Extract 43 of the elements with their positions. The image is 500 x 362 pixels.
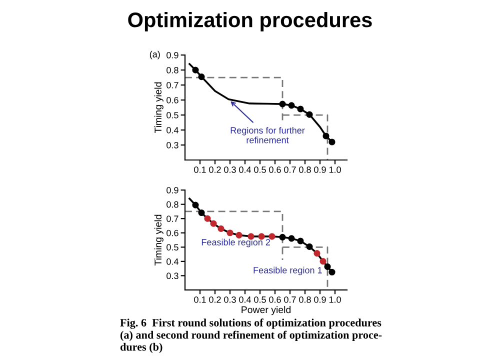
x-tick-label: 0.5 <box>254 166 266 173</box>
y-tick-label: 0.9 <box>166 52 178 58</box>
x-tick-label: 0.4 <box>239 296 252 303</box>
x-tick-label: 0.9 <box>314 296 326 303</box>
x-tick-label: 0.6 <box>269 296 281 303</box>
y-tick-label: 0.6 <box>166 96 178 104</box>
y-tick-label: 0.7 <box>166 82 178 88</box>
x-tick-label: 0.5 <box>254 296 266 303</box>
y-tick-label: 0.5 <box>166 112 178 118</box>
x-tick-label: 0.3 <box>224 296 236 303</box>
y-tick-label: 0.8 <box>166 66 178 74</box>
x-tick-label: 0.1 <box>194 296 206 303</box>
x-tick-label: 1.0 <box>329 166 341 173</box>
annotation: Feasible region 2 <box>202 238 270 248</box>
chart-title: Optimization procedures <box>128 12 372 32</box>
annotation: Regions for further refinement <box>230 126 305 144</box>
x-tick-label: 0.1 <box>194 166 206 173</box>
text: (a) <box>150 50 160 60</box>
y-tick-label: 0.7 <box>166 216 178 222</box>
y-tick-label: 0.3 <box>166 142 178 148</box>
x-tick-label: 0.7 <box>284 166 296 173</box>
x-tick-label: 0.9 <box>314 166 326 173</box>
y-axis-title: Timing yield <box>154 214 164 266</box>
y-axis-title: Timing yield <box>154 82 164 134</box>
x-tick-label: 0.2 <box>209 296 221 303</box>
y-tick-label: 0.4 <box>166 126 178 134</box>
x-tick-label: 0.4 <box>239 166 252 173</box>
x-tick-label: 0.3 <box>224 166 236 173</box>
caption: Fig. 6 First round solutions of optimization procedures (a) and second round refinement of optimization proce- dures (b) <box>120 318 382 353</box>
x-tick-label: 0.8 <box>299 166 311 173</box>
x-tick-label: 0.6 <box>269 166 281 173</box>
annotation: Feasible region 1 <box>254 266 322 276</box>
y-tick-label: 0.8 <box>166 201 178 208</box>
y-tick-label: 0.6 <box>166 230 178 236</box>
x-tick-label: 1.0 <box>329 296 341 303</box>
y-tick-label: 0.3 <box>166 272 178 280</box>
x-axis-title: Power yield <box>242 306 290 316</box>
y-tick-label: 0.4 <box>166 258 178 265</box>
x-tick-label: 0.8 <box>299 296 311 303</box>
x-tick-label: 0.7 <box>284 296 296 303</box>
y-tick-label: 0.5 <box>166 244 178 251</box>
y-tick-label: 0.9 <box>166 187 178 194</box>
x-tick-label: 0.2 <box>209 166 221 173</box>
